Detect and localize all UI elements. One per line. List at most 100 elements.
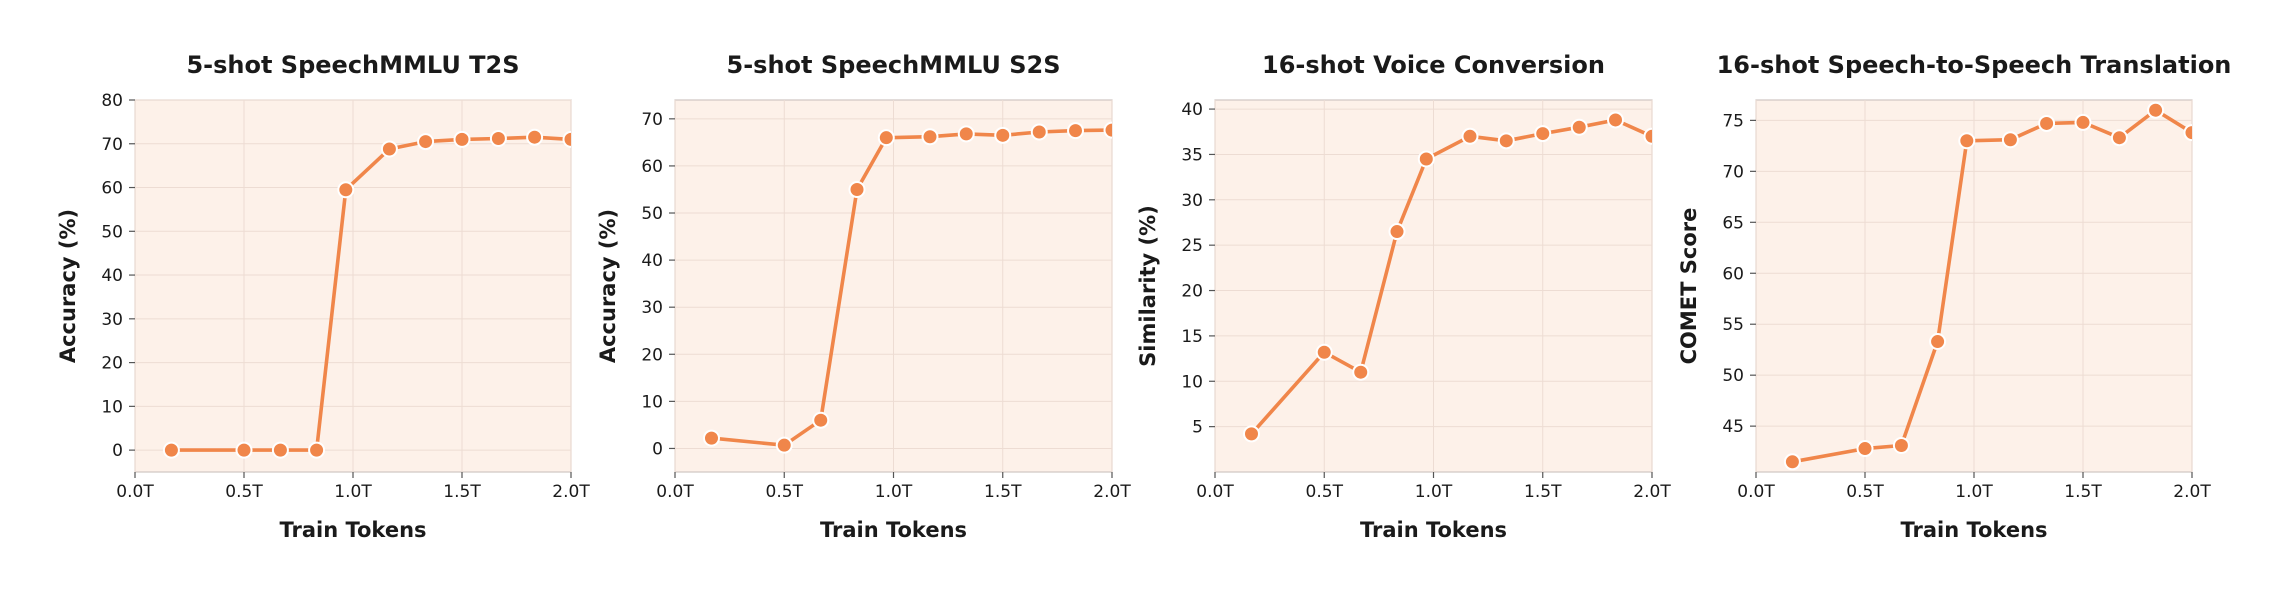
y-tick-label: 50 (101, 222, 123, 242)
data-point (1352, 363, 1370, 381)
x-tick-label: 0.0T (116, 482, 154, 502)
data-point (380, 140, 398, 158)
data-point (1607, 111, 1625, 129)
x-tick-label: 1.5T (443, 482, 481, 502)
data-point (1242, 425, 1260, 443)
y-tick-label: 0 (112, 441, 123, 461)
x-tick-label: 2.0T (552, 482, 590, 502)
data-point (1103, 121, 1112, 139)
series-group (1783, 101, 2192, 471)
x-tick-label: 1.0T (1415, 482, 1453, 502)
y-axis-label: Similarity (%) (1136, 205, 1160, 367)
data-point (1643, 127, 1652, 145)
data-point (453, 130, 471, 148)
data-point (957, 125, 975, 143)
y-tick-label: 10 (101, 397, 123, 417)
data-point (2183, 124, 2192, 142)
data-point (526, 128, 544, 146)
data-point (2038, 114, 2056, 132)
data-point (162, 441, 180, 459)
x-tick-label: 1.5T (1524, 482, 1562, 502)
x-tick-label: 1.0T (875, 482, 913, 502)
y-tick-label: 40 (641, 251, 663, 271)
x-tick-label: 0.0T (1737, 482, 1775, 502)
x-tick-label: 2.0T (1093, 482, 1131, 502)
y-tick-label: 60 (641, 157, 663, 177)
y-tick-label: 35 (1181, 145, 1203, 165)
x-tick-label: 0.5T (766, 482, 804, 502)
y-tick-label: 55 (1722, 315, 1744, 335)
chart-title: 16-shot Voice Conversion (1262, 51, 1605, 79)
data-point (2074, 113, 2092, 131)
data-point (1892, 437, 1910, 455)
chart-panel-1: 0.0T 0.5T 1.0T 1.5T 2.0T 0 10 20 30 40 50 60 70 80 5-s… (56, 51, 590, 542)
chart-title: 5-shot SpeechMMLU S2S (727, 51, 1061, 79)
y-tick-label: 40 (1181, 100, 1203, 120)
x-tick-label: 0.5T (1306, 482, 1344, 502)
data-point (1570, 118, 1588, 136)
data-point (1388, 223, 1406, 241)
data-point (775, 436, 793, 454)
x-axis-label: Train Tokens (279, 518, 426, 542)
data-point (2147, 101, 2165, 119)
y-tick-label: 0 (652, 439, 663, 459)
y-tick-label: 80 (101, 91, 123, 111)
y-axis-label: COMET Score (1677, 208, 1701, 365)
y-tick-label: 20 (101, 354, 123, 374)
y-tick-label: 5 (1192, 418, 1203, 438)
data-point (489, 130, 507, 148)
y-tick-label: 60 (101, 179, 123, 199)
data-point (1856, 440, 1874, 458)
data-point (562, 130, 571, 148)
x-tick-label: 0.5T (225, 482, 263, 502)
y-tick-label: 10 (641, 392, 663, 412)
y-tick-label: 20 (1181, 282, 1203, 302)
x-axis-label: Train Tokens (1900, 518, 2047, 542)
y-tick-label: 45 (1722, 417, 1744, 437)
series-group (1242, 111, 1652, 443)
x-tick-label: 1.0T (334, 482, 372, 502)
y-tick-label: 30 (101, 310, 123, 330)
data-point (417, 133, 435, 151)
y-tick-label: 70 (1722, 162, 1744, 182)
data-point (1958, 132, 1976, 150)
data-point (848, 180, 866, 198)
y-tick-label: 70 (101, 135, 123, 155)
data-point (235, 441, 253, 459)
data-point (1030, 123, 1048, 141)
y-tick-label: 20 (641, 345, 663, 365)
y-tick-label: 30 (641, 298, 663, 318)
y-axis-label: Accuracy (%) (596, 209, 620, 363)
data-point (702, 429, 720, 447)
data-point (1461, 127, 1479, 145)
x-axis-label: Train Tokens (1360, 518, 1507, 542)
chart-panel-2: 0.0T 0.5T 1.0T 1.5T 2.0T 0 10 20 30 40 50 60 70 5-sho… (596, 51, 1131, 542)
y-tick-label: 40 (101, 266, 123, 286)
x-tick-label: 1.5T (984, 482, 1022, 502)
x-tick-label: 2.0T (2173, 482, 2211, 502)
y-axis-label: Accuracy (%) (56, 209, 80, 363)
x-tick-label: 0.0T (1196, 482, 1234, 502)
chart-title: 16-shot Speech-to-Speech Translation (1717, 51, 2232, 79)
x-tick-label: 2.0T (1633, 482, 1671, 502)
data-point (2001, 131, 2019, 149)
y-tick-label: 10 (1181, 372, 1203, 392)
series-group (702, 121, 1112, 454)
chart-panel-4: 0.0T 0.5T 1.0T 1.5T 2.0T 45 50 55 60 65 70 75 16-sho… (1677, 51, 2231, 542)
data-point (337, 181, 355, 199)
data-point (1929, 333, 1947, 351)
data-point (1783, 453, 1801, 471)
y-tick-label: 50 (641, 204, 663, 224)
data-point (271, 441, 289, 459)
y-tick-label: 70 (641, 110, 663, 130)
x-tick-label: 0.5T (1846, 482, 1884, 502)
data-point (1067, 122, 1085, 140)
chart-title: 5-shot SpeechMMLU T2S (186, 51, 519, 79)
y-tick-label: 30 (1181, 191, 1203, 211)
y-tick-label: 15 (1181, 327, 1203, 347)
data-point (994, 126, 1012, 144)
x-tick-label: 0.0T (656, 482, 694, 502)
chart-panel-3: 0.0T 0.5T 1.0T 1.5T 2.0T 5 10 15 20 25 30 35 40 16-sh… (1136, 51, 1671, 542)
data-point (1315, 343, 1333, 361)
